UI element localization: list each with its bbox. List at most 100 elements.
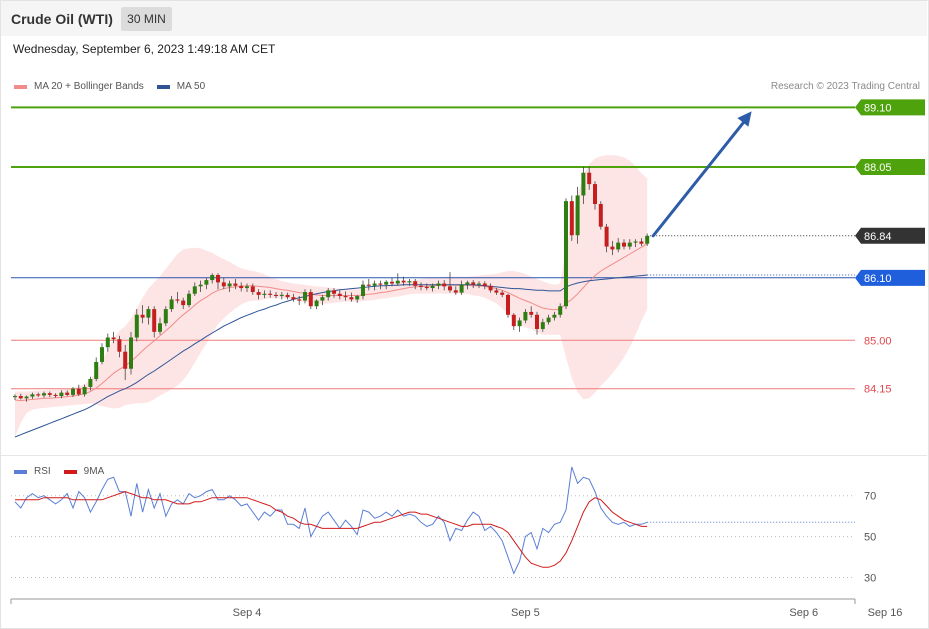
candle-body: [575, 195, 580, 236]
candle-body: [407, 281, 412, 283]
candle-body: [268, 293, 273, 295]
ma50-line: [14, 274, 648, 438]
candle-body: [488, 285, 493, 291]
candle: [616, 238, 621, 253]
candle: [198, 280, 203, 293]
candle: [105, 333, 110, 352]
candle-body: [158, 323, 162, 332]
candle-body: [94, 361, 99, 379]
candle: [459, 280, 464, 295]
candle-body: [227, 283, 232, 287]
candle: [622, 239, 626, 250]
candle: [239, 282, 244, 292]
candle: [355, 294, 360, 303]
candle: [407, 278, 412, 286]
level-tag-85.00: 85.00: [864, 335, 892, 347]
candle: [163, 306, 168, 327]
level-label-88.05: 88.05: [864, 162, 892, 174]
candle: [140, 305, 145, 324]
candle-body: [47, 393, 52, 395]
candle: [308, 289, 313, 310]
level-label-85.00: 85.00: [864, 335, 892, 347]
candle-body: [274, 294, 278, 297]
candle: [82, 384, 87, 397]
legend-label-ma50: MA 50: [176, 81, 206, 92]
candle: [285, 292, 290, 300]
timeframe-badge[interactable]: 30 MIN: [121, 7, 172, 31]
candle-body: [175, 299, 180, 301]
candle: [564, 198, 568, 310]
candle-body: [169, 299, 174, 310]
candle: [233, 278, 238, 290]
candle: [598, 201, 603, 230]
level-tag-88.05: 88.05: [855, 159, 925, 176]
candle: [152, 306, 157, 338]
candle-body: [500, 292, 505, 295]
candle: [419, 282, 423, 291]
candle-body: [279, 294, 284, 297]
moving-average-layer: [14, 243, 648, 438]
candle-body: [471, 282, 476, 285]
level-tag-84.15: 84.15: [864, 384, 892, 396]
projection-arrow-head: [737, 111, 752, 127]
candle-body: [529, 311, 534, 315]
candle: [465, 280, 470, 290]
candle: [100, 343, 104, 365]
candle: [552, 311, 557, 321]
instrument-title: Crude Oil (WTI): [11, 11, 113, 27]
candle: [88, 376, 93, 391]
candle-body: [413, 281, 418, 286]
rsi-line[interactable]: [14, 466, 648, 575]
candle: [303, 289, 307, 304]
candle-body: [198, 284, 203, 287]
candle: [401, 276, 406, 286]
candle-body: [633, 241, 638, 243]
candle: [558, 303, 563, 318]
candle-body: [187, 293, 191, 306]
x-tick-label: Sep 16: [868, 607, 903, 619]
candle-body: [233, 283, 238, 286]
candle-body: [100, 347, 104, 362]
candle: [262, 290, 267, 299]
candle: [47, 391, 52, 398]
legend-label-9ma: 9MA: [83, 466, 105, 477]
candle-body: [616, 242, 621, 250]
candle-body: [256, 292, 261, 295]
candle: [36, 392, 41, 398]
rsi-layer[interactable]: 70 50 30: [11, 466, 876, 585]
level-tag-bg: [855, 99, 925, 116]
candle: [378, 280, 383, 290]
rsi-9ma-line[interactable]: [15, 491, 648, 568]
candle-body: [482, 283, 487, 286]
bollinger-band-fill: [15, 155, 648, 437]
rsi-tick-label: 30: [864, 573, 876, 585]
candle: [94, 357, 99, 382]
candle-body: [546, 317, 551, 323]
datetime-label: Wednesday, September 6, 2023 1:49:18 AM …: [13, 42, 276, 56]
candle-body: [59, 392, 64, 397]
candle-body: [24, 396, 29, 399]
candle-body: [82, 386, 87, 395]
candle-body: [390, 281, 394, 284]
candle-body: [645, 235, 650, 244]
candle: [210, 273, 215, 284]
candle-body: [361, 284, 365, 297]
candle-body: [152, 309, 157, 332]
candle: [274, 292, 278, 299]
candle-body: [424, 286, 429, 289]
candle: [268, 290, 273, 298]
candle-body: [587, 172, 592, 185]
candle-body: [123, 351, 128, 369]
candle-body: [204, 280, 209, 285]
candle: [59, 390, 64, 399]
candle: [314, 299, 319, 310]
candle-body: [291, 297, 296, 300]
candle: [221, 277, 226, 290]
candle-body: [627, 242, 632, 247]
candle-body: [65, 392, 70, 395]
candle: [192, 282, 197, 297]
candle: [65, 390, 70, 397]
legend-item-ma50: MA 50: [156, 81, 206, 92]
level-tag-86.10: 86.10: [855, 269, 925, 286]
candle: [384, 280, 389, 290]
